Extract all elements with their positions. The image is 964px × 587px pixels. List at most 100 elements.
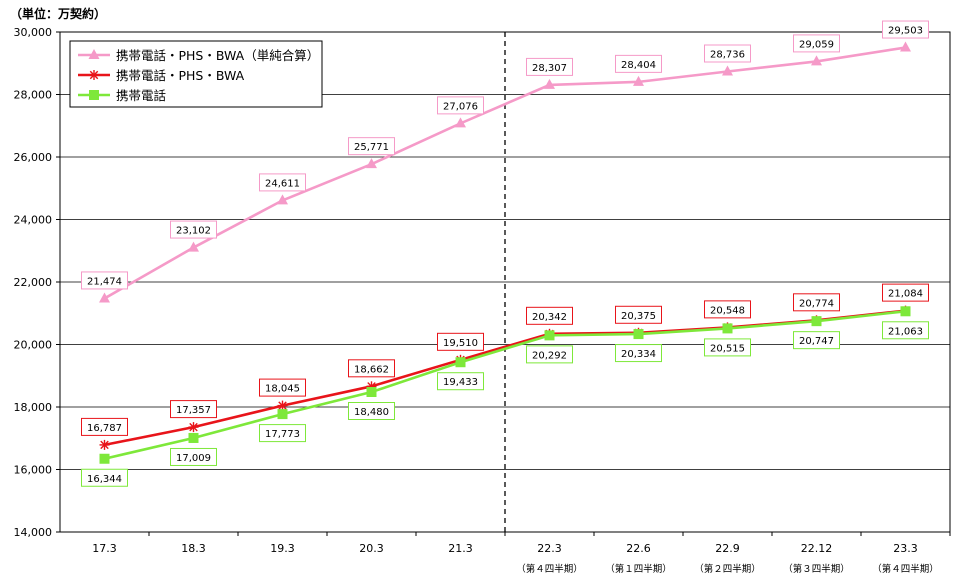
asterisk-stroke [89,70,99,80]
data-label: 16,344 [87,474,122,485]
data-label-box [526,306,573,325]
data-label-box [259,173,306,192]
x-tick-sublabel: （第４四半期） [872,563,939,575]
asterisk-stroke [278,401,287,410]
triangle-marker [544,78,555,89]
square-marker [99,453,110,464]
y-tick-label: 20,000 [14,339,53,352]
square-marker [188,432,199,443]
data-label: 24,611 [265,178,300,189]
triangle-marker [99,292,110,303]
data-label-box [615,305,662,324]
x-tick-label: 20.3 [359,542,384,555]
data-label-box [348,402,395,420]
x-tick-label: 22.6 [626,542,651,555]
data-label: 28,404 [621,60,656,71]
square-marker [277,409,288,420]
data-label: 20,375 [621,311,656,322]
unit-label: （単位：万契約） [10,6,106,21]
asterisk-marker [89,70,99,80]
data-label-box [259,424,306,443]
data-label: 20,774 [799,298,834,309]
asterisk-marker [277,400,288,411]
x-tick-sublabel: （第２四半期） [694,563,761,575]
asterisk-marker [99,439,110,450]
square-marker [544,330,555,341]
data-label-box [437,332,484,351]
data-label-box [170,400,217,419]
data-label-box [348,359,395,378]
data-label-box [882,20,929,39]
x-tick-label: 23.3 [893,542,918,555]
data-label: 19,510 [443,338,478,349]
data-label-box [81,271,128,290]
data-label-box [437,96,484,115]
y-tick-label: 28,000 [14,89,53,102]
data-label-box [793,293,840,312]
data-label-box [81,417,128,436]
square-marker [722,323,733,334]
data-label: 16,787 [87,423,122,434]
data-label: 21,474 [87,276,122,287]
data-label-box [704,44,751,63]
square-marker [89,90,99,100]
data-label-box [259,378,306,397]
data-label-box [793,331,840,350]
data-label-box [704,338,751,357]
x-tick-label: 18.3 [181,542,206,555]
asterisk-stroke [100,440,109,450]
triangle-marker [88,49,100,59]
triangle-marker [633,75,644,86]
data-label-box [882,283,929,302]
y-tick-label: 16,000 [14,464,53,477]
data-label: 25,771 [354,142,389,153]
data-label-box [615,344,662,363]
square-marker [366,387,377,397]
triangle-marker [455,117,466,128]
x-tick-label: 22.12 [801,542,833,555]
data-label-box [526,345,573,364]
y-tick-label: 26,000 [14,151,53,164]
data-label: 29,503 [888,26,923,37]
data-label: 21,084 [888,289,923,300]
data-label-box [704,300,751,319]
data-label: 21,063 [888,326,923,337]
triangle-marker [811,55,822,66]
asterisk-stroke [189,422,198,432]
legend-box [69,40,323,108]
data-label: 18,480 [354,407,389,418]
triangle-marker [722,65,733,76]
y-tick-label: 30,000 [14,26,53,39]
data-label: 23,102 [176,226,211,237]
x-tick-label: 17.3 [92,542,117,555]
data-label: 29,059 [799,39,834,50]
x-tick-label: 21.3 [448,542,473,555]
y-tick-label: 14,000 [14,526,53,539]
data-label: 20,292 [532,350,567,361]
square-marker [633,329,644,340]
triangle-marker [277,194,288,205]
legend-entry: 携帯電話 [116,88,166,103]
square-marker [900,306,911,317]
data-label: 20,548 [710,305,745,316]
series-line-1 [103,46,906,300]
data-label-box [615,54,662,73]
square-marker [455,357,466,368]
data-label: 18,045 [265,384,300,395]
triangle-marker [366,158,377,169]
square-marker [811,316,822,327]
data-label-box [793,34,840,53]
x-tick-sublabel: （第３四半期） [783,563,850,575]
x-tick-label: 22.3 [537,542,562,555]
data-label: 17,773 [265,429,300,440]
triangle-marker [188,241,199,252]
data-label: 20,747 [799,336,834,347]
data-label-box [882,321,929,340]
y-tick-label: 24,000 [14,214,53,227]
y-tick-label: 22,000 [14,276,53,289]
data-label-box [170,447,217,466]
data-label: 20,334 [621,349,656,360]
data-label: 19,433 [443,377,478,388]
y-tick-label: 18,000 [14,401,53,414]
